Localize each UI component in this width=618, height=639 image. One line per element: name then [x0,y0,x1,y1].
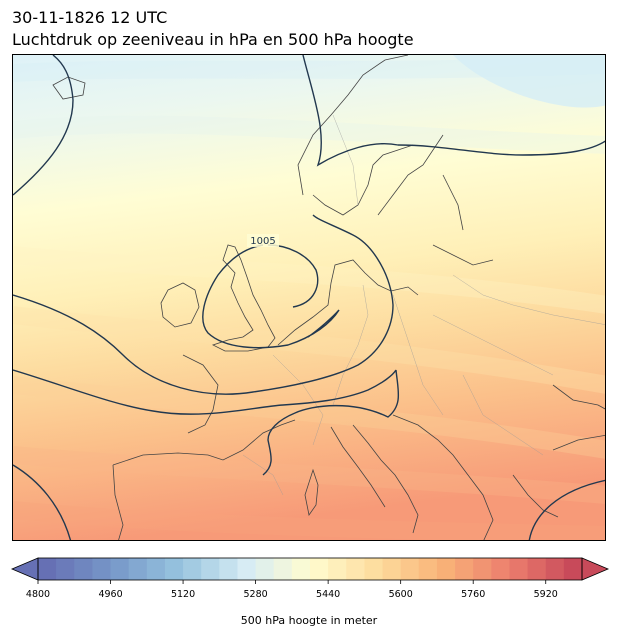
colorbar-tick-label: 5440 [316,589,340,600]
colorbar-cell [56,558,75,580]
isobar-label: 1005 [250,236,275,247]
colorbar-cells [38,558,583,580]
colorbar-cell [527,558,547,580]
colorbar-cell [38,558,57,580]
colorbar-tick-label: 5760 [461,589,485,600]
colorbar-outline [37,557,583,581]
colorbar-cell [418,558,438,580]
weather-map-svg: 1005 [13,55,605,540]
colorbar-extend-low [10,557,39,581]
colorbar-cell [436,558,456,580]
map-subtitle: Luchtdruk op zeeniveau in hPa en 500 hPa… [12,30,414,49]
colorbar-cell [310,558,329,580]
colorbar-cell [491,558,510,580]
colorbar-cell [219,558,238,580]
coastlines [52,55,605,540]
colorbar-cell [545,558,565,580]
colorbar-tick-label: 5920 [534,589,558,600]
colorbar-cell [364,558,383,580]
colorbar-cell [346,558,365,580]
colorbar-cell [563,558,583,580]
isobar-label-bg [247,234,279,247]
colorbar-cell [128,558,148,580]
colorbar-cell [110,558,130,580]
colorbar-cell [183,558,202,580]
isobar-northwest [13,55,74,196]
colorbar-cell [237,558,256,580]
colorbar-cell [291,558,311,580]
colorbar-tick-label: 4800 [26,589,50,600]
isobars [13,55,605,540]
colorbar-cell [328,558,347,580]
isobar-mid [13,214,394,395]
colorbar-cell [146,558,166,580]
colorbar-cell [382,558,402,580]
isobar-1005 [202,244,340,349]
height-field [13,55,605,540]
colorbar-cell [473,558,492,580]
country-borders [242,114,605,496]
colorbar-label: 500 hPa hoogte in meter [240,614,378,627]
colorbar-cell [74,558,93,580]
weather-map: 1005 [12,54,606,541]
colorbar-cell [201,558,220,580]
colorbar-tick-label: 5280 [244,589,268,600]
colorbar-tick-label: 4960 [98,589,122,600]
colorbar-cell [164,558,184,580]
colorbar-tick-label: 5120 [171,589,195,600]
colorbar: 4800 4960 5120 5280 5440 5600 5760 5920 [10,557,610,600]
cold-pool-northeast [453,55,605,108]
isobar-southeast [528,479,605,540]
colorbar-cell [273,558,293,580]
colorbar-extend-high [581,557,610,581]
colorbar-ticks: 4800 4960 5120 5280 5440 5600 5760 5920 [26,580,558,600]
map-date-title: 30-11-1826 12 UTC [12,8,168,27]
colorbar-tick-label: 5600 [389,589,413,600]
colorbar-cell [92,558,111,580]
isobar-northeast [302,55,605,167]
colorbar-cell [255,558,275,580]
isobar-south [13,369,400,476]
colorbar-cell [400,558,420,580]
colorbar-cell [509,558,528,580]
isobar-southwest [13,464,72,540]
colorbar-cell [455,558,474,580]
